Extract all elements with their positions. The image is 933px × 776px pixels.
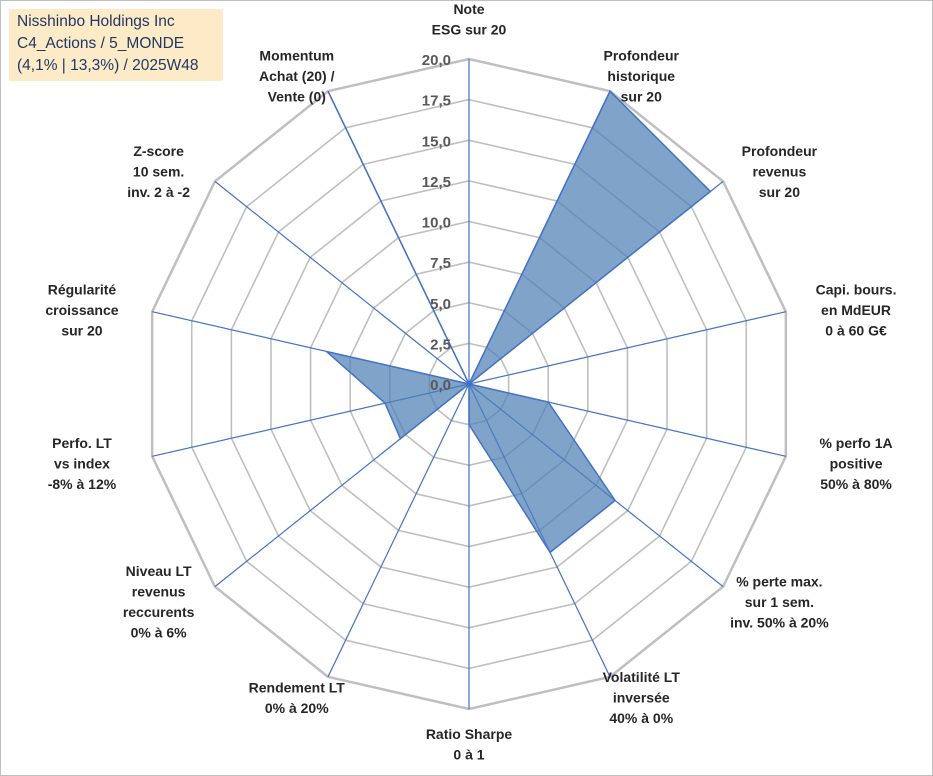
title-line-2: C4_Actions / 5_MONDE [17, 35, 185, 52]
axis-label-12: Z-score 10 sem. inv. 2 à -2 [127, 143, 190, 200]
axis-label-10-line-2: -8% à 12% [48, 476, 117, 492]
axis-label-5-line-0: % perte max. [736, 573, 822, 589]
tick-label-8: 20,0 [422, 52, 451, 69]
tick-label-7: 17,5 [422, 93, 451, 110]
tick-label-3: 7,5 [430, 255, 451, 272]
axis-label-3-line-2: 0 à 60 G€ [825, 322, 887, 338]
axis-label-1-line-1: historique [607, 68, 675, 84]
title-line-3: (4,1% | 13,3%) / 2025W48 [17, 57, 199, 74]
chart-title-box: Nisshinbo Holdings Inc C4_Actions / 5_MO… [9, 9, 223, 81]
axis-label-4-line-1: positive [830, 456, 883, 472]
axis-label-6-line-2: 40% à 0% [609, 710, 673, 726]
radar-tick-labels: 0,0 2,5 5,0 7,5 10,0 12,5 15,0 17,5 20,0 [422, 52, 451, 394]
tick-label-4: 10,0 [422, 215, 451, 232]
spoke-3 [468, 311, 786, 385]
axis-label-13: Momentum Achat (20) / Vente (0) [259, 47, 335, 104]
axis-label-5-line-2: inv. 50% à 20% [730, 614, 829, 630]
tick-label-1: 2,5 [430, 336, 451, 353]
axis-label-11-line-0: Régularité [48, 281, 117, 297]
axis-label-4: % perfo 1A positive 50% à 80% [819, 435, 892, 492]
spoke-8 [327, 383, 470, 678]
axis-label-1: Profondeur historique sur 20 [604, 47, 680, 104]
axis-label-12-line-2: inv. 2 à -2 [127, 184, 190, 200]
axis-label-8-line-1: 0% à 20% [265, 700, 329, 716]
axis-label-5: % perte max. sur 1 sem. inv. 50% à 20% [730, 573, 829, 630]
axis-label-2-line-0: Profondeur [742, 143, 818, 159]
tick-label-2: 5,0 [430, 296, 451, 313]
axis-label-13-line-1: Achat (20) / [259, 68, 335, 84]
axis-label-2-line-2: sur 20 [759, 184, 800, 200]
axis-label-3-line-1: en MdEUR [821, 302, 891, 318]
axis-label-9-line-0: Niveau LT [126, 563, 192, 579]
axis-label-12-line-0: Z-score [133, 143, 184, 159]
title-line-1: Nisshinbo Holdings Inc [17, 13, 175, 30]
axis-label-0: Note ESG sur 20 [432, 1, 507, 38]
axis-label-2: Profondeur revenus sur 20 [742, 143, 818, 200]
axis-label-2-line-1: revenus [753, 164, 807, 180]
radar-series-area [325, 89, 712, 554]
axis-label-4-line-0: % perfo 1A [819, 435, 892, 451]
axis-label-11-line-2: sur 20 [61, 322, 102, 338]
axis-label-7: Ratio Sharpe 0 à 1 [426, 726, 513, 763]
axis-label-10: Perfo. LT vs index -8% à 12% [48, 435, 117, 492]
axis-label-9: Niveau LT revenus reccurents 0% à 6% [123, 563, 195, 641]
axis-label-10-line-0: Perfo. LT [52, 435, 112, 451]
axis-label-6: Volatilité LT inversée 40% à 0% [603, 669, 681, 726]
axis-label-9-line-1: revenus [132, 584, 186, 600]
axis-label-3: Capi. bours. en MdEUR 0 à 60 G€ [816, 281, 897, 338]
axis-label-6-line-0: Volatilité LT [603, 669, 681, 685]
radar-axis-labels: Note ESG sur 20 Profondeur historique sur 20… [45, 1, 896, 763]
axis-label-10-line-1: vs index [54, 456, 110, 472]
axis-label-1-line-0: Profondeur [604, 47, 680, 63]
axis-label-5-line-1: sur 1 sem. [745, 594, 814, 610]
axis-label-11-line-1: croissance [45, 302, 118, 318]
axis-label-12-line-1: 10 sem. [133, 164, 184, 180]
axis-label-1-line-2: sur 20 [621, 88, 662, 104]
axis-label-13-line-2: Vente (0) [268, 88, 326, 104]
tick-label-6: 15,0 [422, 133, 451, 150]
axis-label-3-line-0: Capi. bours. [816, 281, 897, 297]
tick-label-5: 12,5 [422, 174, 451, 191]
spoke-12 [214, 180, 470, 385]
axis-label-11: Régularité croissance sur 20 [45, 281, 118, 338]
axis-label-13-line-0: Momentum [259, 47, 334, 63]
axis-label-8: Rendement LT 0% à 20% [249, 679, 346, 716]
axis-label-7-line-0: Ratio Sharpe [426, 726, 513, 742]
axis-label-4-line-2: 50% à 80% [820, 476, 892, 492]
axis-label-6-line-1: inversée [613, 690, 670, 706]
axis-label-0-line-0: Note [453, 1, 484, 17]
axis-label-0-line-1: ESG sur 20 [432, 22, 507, 38]
axis-label-8-line-0: Rendement LT [249, 679, 346, 695]
axis-label-9-line-2: reccurents [123, 604, 195, 620]
axis-label-9-line-3: 0% à 6% [131, 625, 188, 641]
tick-label-0: 0,0 [430, 377, 451, 394]
axis-label-7-line-1: 0 à 1 [453, 747, 484, 763]
